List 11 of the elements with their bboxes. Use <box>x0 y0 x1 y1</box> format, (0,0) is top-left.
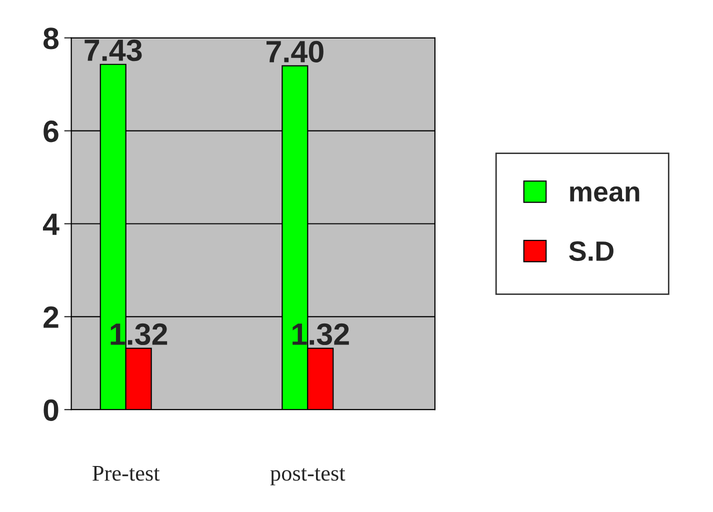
legend-label: S.D <box>569 241 614 261</box>
y-tick-label: 6 <box>44 120 58 142</box>
legend-label: mean <box>570 186 640 202</box>
x-tick-label: Pre-test <box>92 466 160 481</box>
y-tick-label: 4 <box>42 214 60 235</box>
data-label: 7.40 <box>266 40 324 63</box>
x-tick-label: post-test <box>270 468 346 486</box>
y-tick-label: 8 <box>43 28 59 50</box>
y-tick-label: 2 <box>44 306 58 328</box>
data-label: 7.43 <box>84 39 142 62</box>
y-tick-label: 0 <box>44 399 58 421</box>
